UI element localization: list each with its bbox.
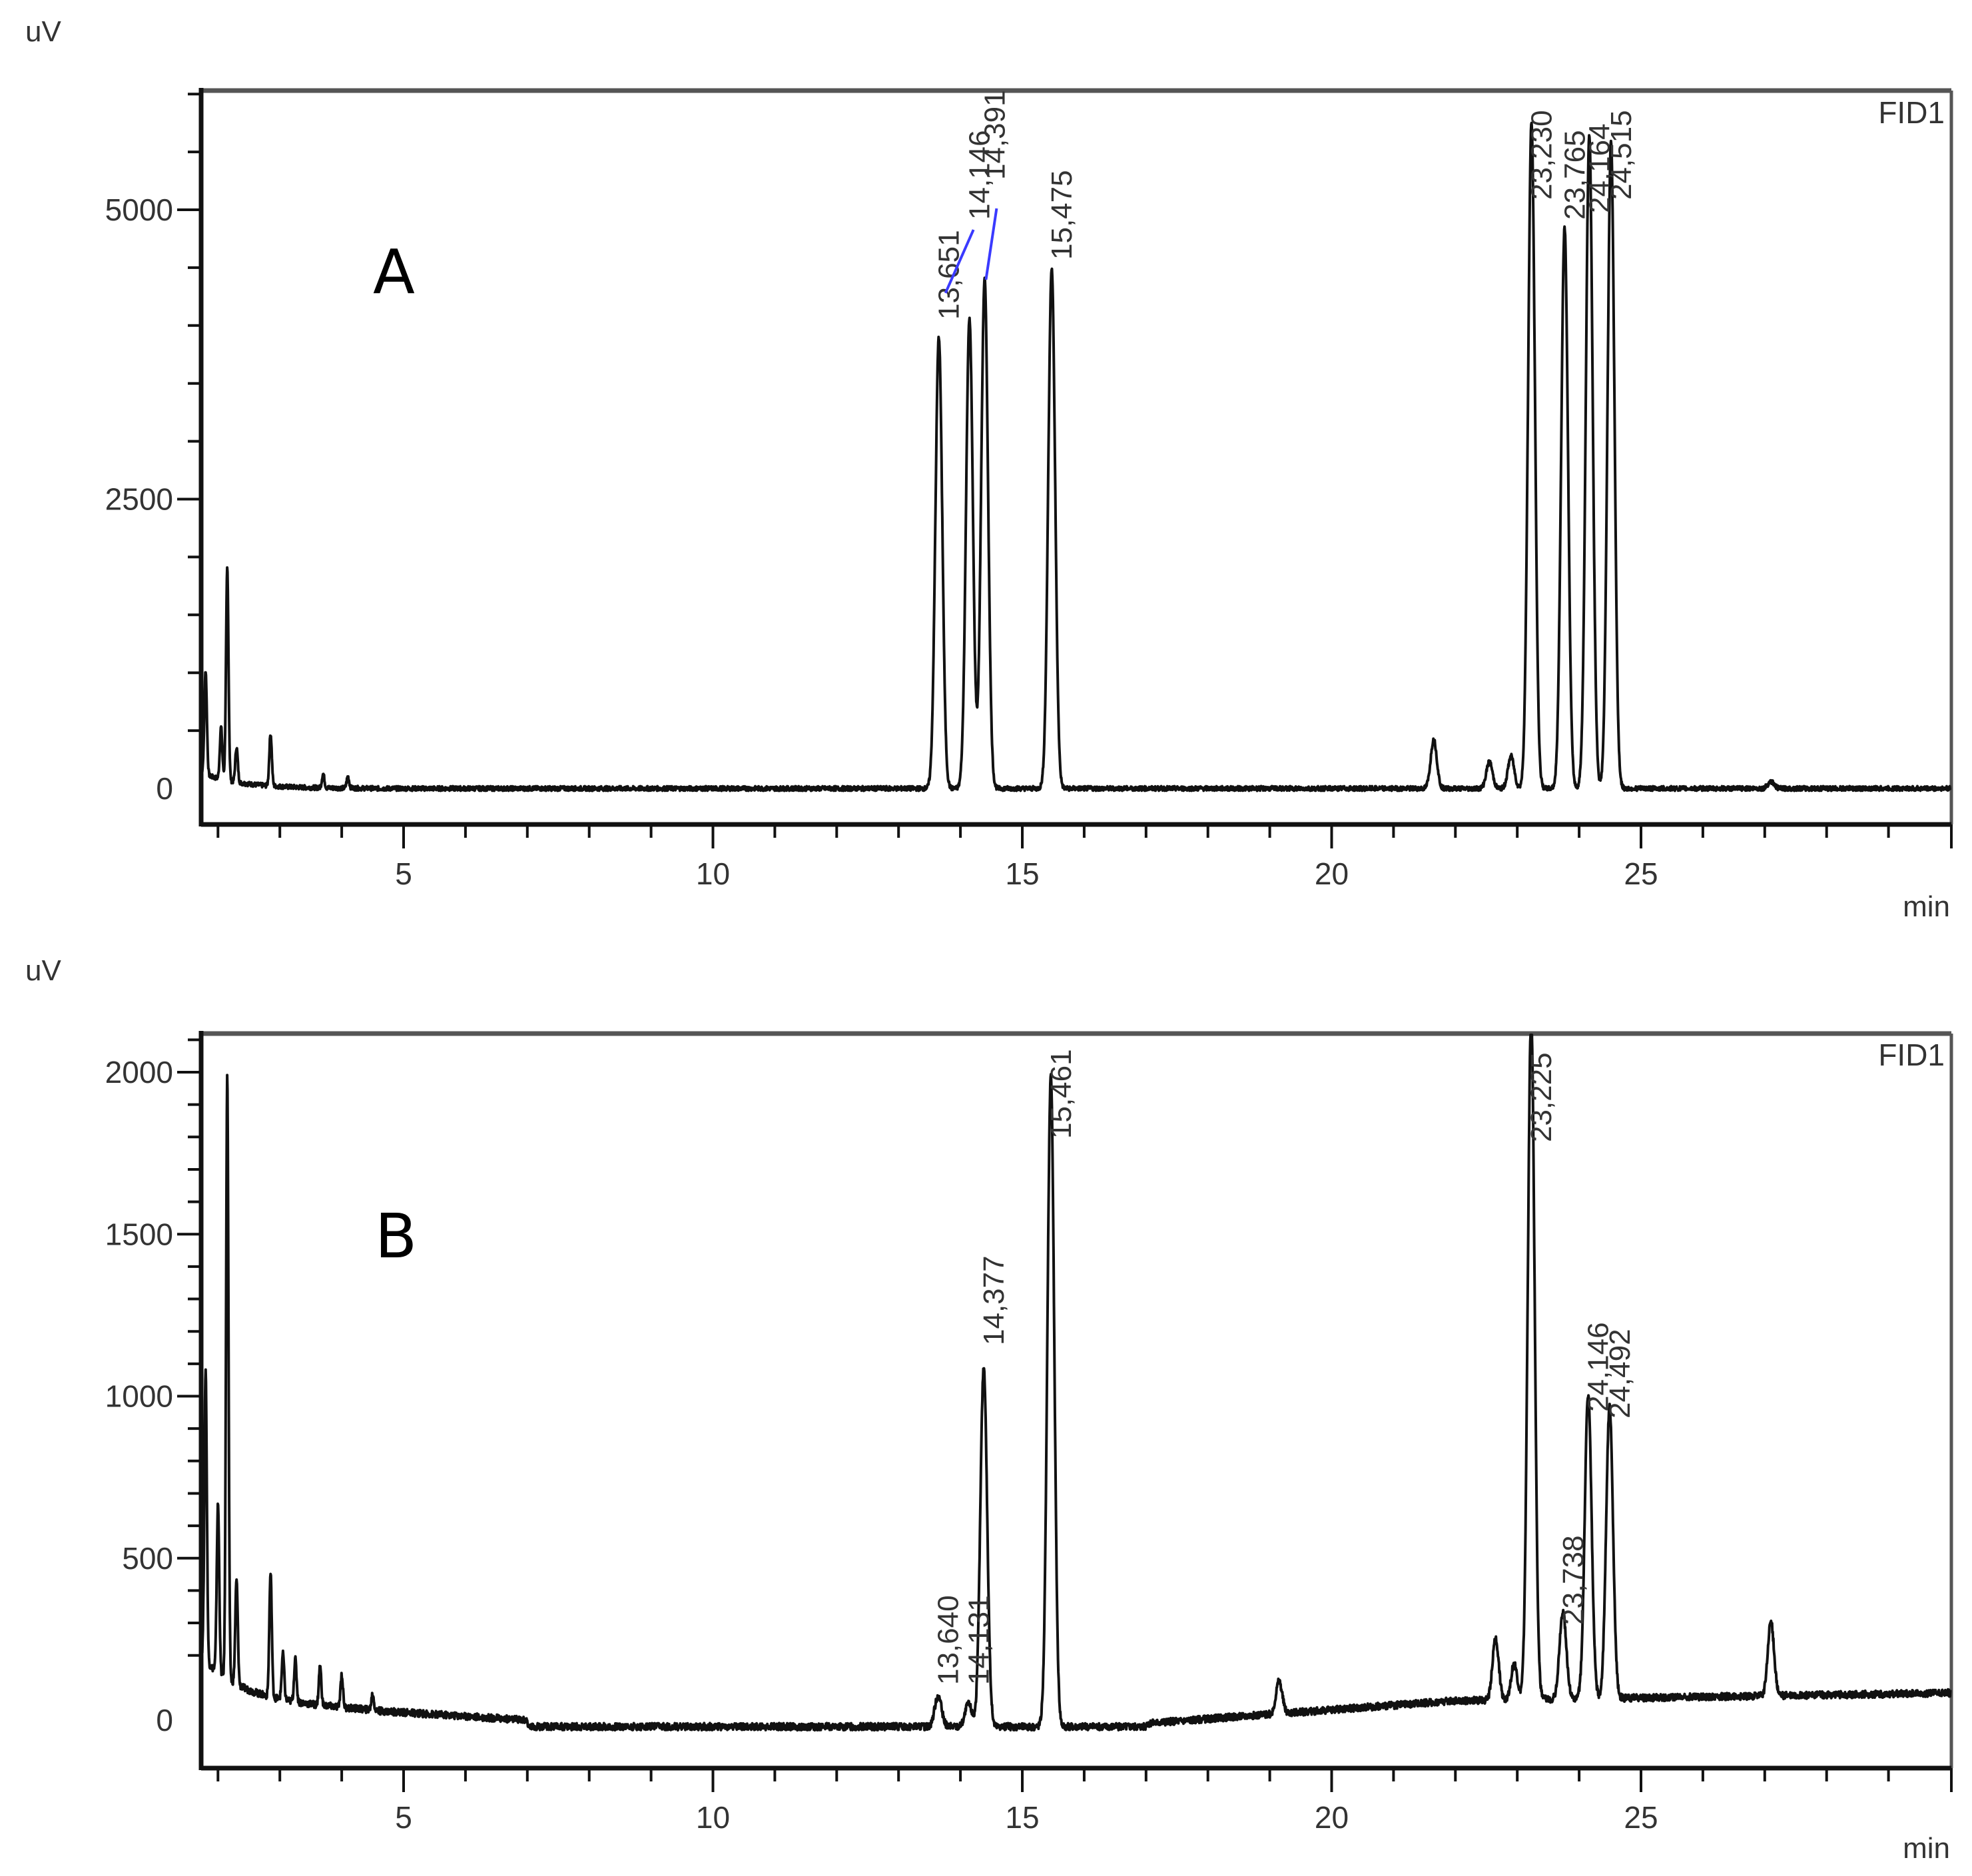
peak-retention-label: 13,651 bbox=[933, 230, 966, 320]
peak-retention-label: 24,164 bbox=[1583, 123, 1616, 213]
panel-letter: B bbox=[375, 1201, 417, 1272]
x-unit-label: min bbox=[1903, 1832, 1950, 1865]
x-tick-label: 5 bbox=[395, 856, 412, 891]
x-tick-label: 15 bbox=[1005, 1800, 1039, 1835]
x-tick-label: 25 bbox=[1624, 1800, 1658, 1835]
y-tick-label: 1000 bbox=[105, 1379, 173, 1414]
x-tick-label: 20 bbox=[1315, 1800, 1349, 1835]
peak-retention-label: 23,738 bbox=[1557, 1535, 1590, 1625]
y-unit-label: uV bbox=[25, 954, 61, 987]
x-tick-label: 5 bbox=[395, 1800, 412, 1835]
x-tick-label: 25 bbox=[1624, 856, 1658, 891]
axis-ticks: 0 2500 5000 5 10 15 20 25 bbox=[105, 93, 1890, 891]
axes bbox=[198, 1031, 1953, 1792]
peak-retention-label: 14,391 bbox=[978, 90, 1011, 180]
peak-retention-label: 13,640 bbox=[932, 1595, 965, 1685]
peak-retention-label: 23,765 bbox=[1558, 130, 1591, 220]
peak-retention-label: 24,515 bbox=[1605, 110, 1638, 200]
x-tick-label: 20 bbox=[1315, 856, 1349, 891]
x-tick-label: 10 bbox=[696, 856, 730, 891]
panel-letter: A bbox=[373, 236, 415, 308]
peak-retention-label: 23,225 bbox=[1525, 1052, 1558, 1142]
chromatogram-trace bbox=[200, 1034, 1952, 1732]
y-tick-label: 5000 bbox=[105, 192, 173, 227]
x-unit-label: min bbox=[1903, 890, 1950, 923]
x-tick-label: 10 bbox=[696, 1800, 730, 1835]
axis-ticks: 0 500 1000 1500 2000 5 10 15 20 25 bbox=[105, 1038, 1890, 1835]
detector-label: FID1 bbox=[1878, 1038, 1945, 1072]
peak-retention-label: 14,146 bbox=[964, 130, 996, 220]
peak-retention-label: 15,475 bbox=[1046, 170, 1078, 260]
y-tick-label: 0 bbox=[156, 1703, 173, 1737]
detector-label: FID1 bbox=[1878, 95, 1945, 130]
peak-retention-label: 23,230 bbox=[1526, 110, 1558, 200]
peak-retention-label: 24,146 bbox=[1582, 1322, 1615, 1412]
y-tick-label: 2500 bbox=[105, 482, 173, 517]
peak-retention-label: 15,461 bbox=[1045, 1049, 1078, 1139]
chromatogram-trace bbox=[200, 121, 1952, 792]
peak-retention-label: 24,492 bbox=[1604, 1329, 1636, 1418]
peak-retention-label: 14,377 bbox=[978, 1255, 1010, 1345]
x-tick-label: 15 bbox=[1005, 856, 1039, 891]
y-tick-label: 500 bbox=[122, 1541, 173, 1576]
y-tick-label: 2000 bbox=[105, 1055, 173, 1090]
y-tick-label: 0 bbox=[156, 771, 173, 806]
y-tick-label: 1500 bbox=[105, 1217, 173, 1251]
y-unit-label: uV bbox=[25, 15, 61, 48]
peak-retention-label: 14,131 bbox=[962, 1595, 995, 1685]
